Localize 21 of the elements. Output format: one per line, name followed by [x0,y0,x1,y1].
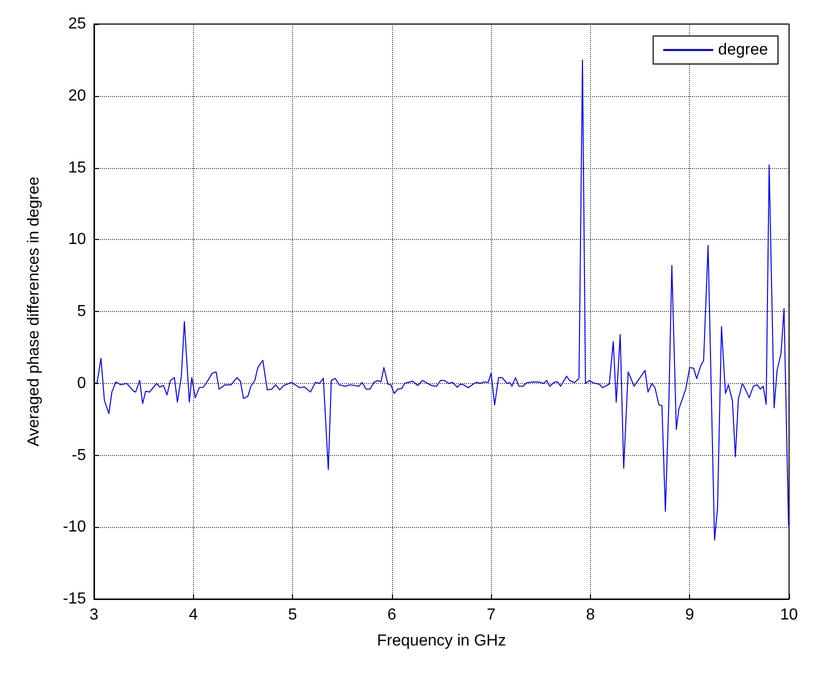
legend-label: degree [718,42,768,58]
line-series [94,59,790,541]
y-tick-label: -15 [62,590,86,608]
x-tick-label: 5 [288,606,298,624]
y-tick-label: 5 [77,303,86,320]
x-tick-label: 8 [586,606,595,624]
x-tick-label: 6 [387,606,396,624]
x-tick-label: 10 [780,606,798,624]
x-tick-label: 4 [188,606,198,624]
y-tick-label: 20 [68,87,86,104]
x-axis-title: Frequency in GHz [377,632,506,650]
y-tick-label: 0 [77,374,86,392]
y-tick-label: -5 [72,446,86,464]
x-tick-label: 7 [486,606,496,624]
x-tick-label: 3 [90,606,99,624]
y-axis-title: Averaged phase differences in degree [26,176,42,446]
y-tick-label: 25 [68,16,86,32]
y-tick-label: 10 [68,231,86,248]
y-tick-label: 15 [68,159,86,176]
x-tick-label: 9 [685,606,694,624]
y-tick-label: -10 [62,518,86,536]
